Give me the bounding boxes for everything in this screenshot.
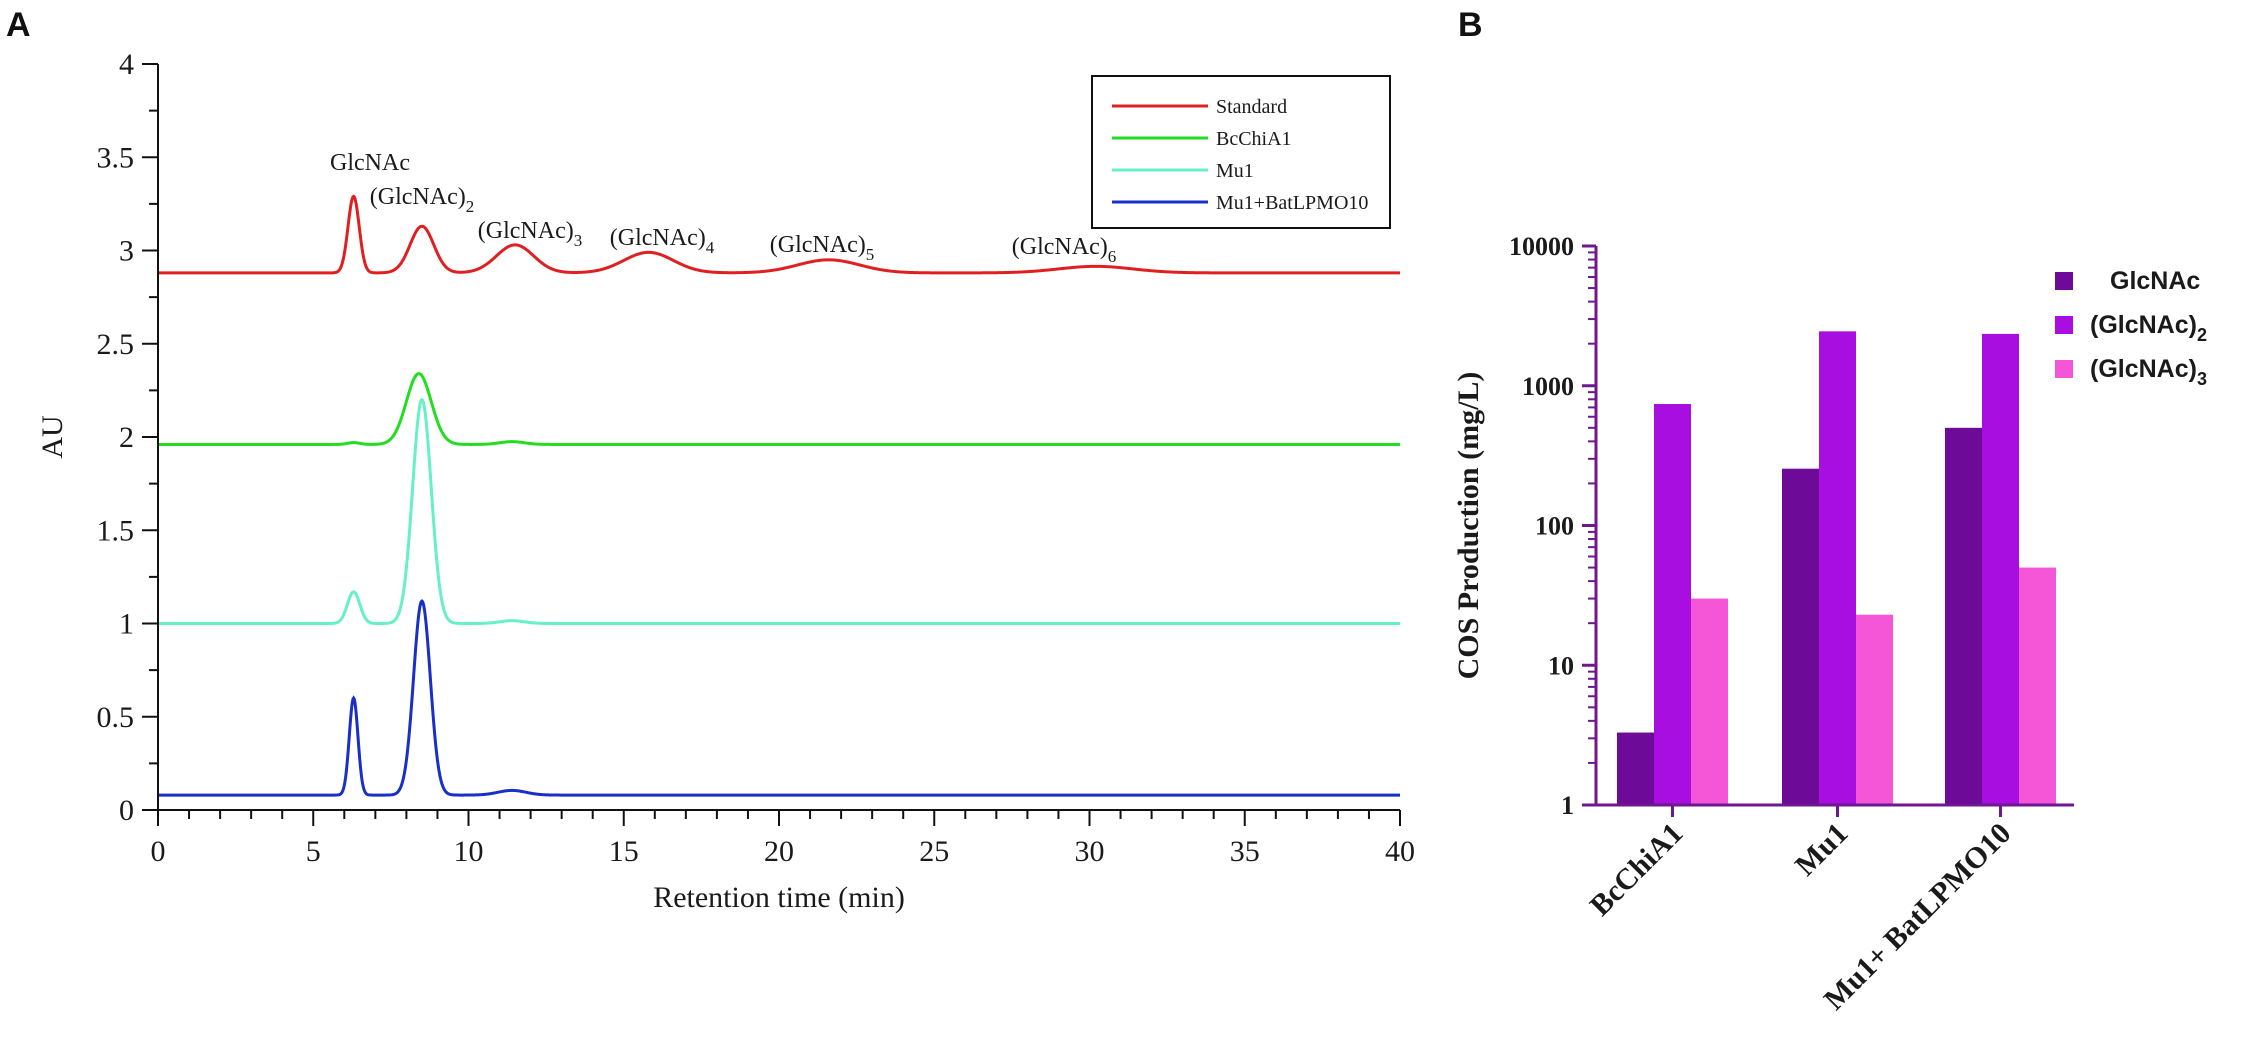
bar-0-1 bbox=[1654, 404, 1691, 805]
series-line-1 bbox=[158, 372, 1400, 446]
series-line-3 bbox=[158, 599, 1400, 797]
chromatogram-series-group bbox=[158, 194, 1400, 797]
chromatogram-chart: 0 5 10 15 20 25 30 35 40 0 0.5 1 1.5 2 2.5 3 3.5 4 Retent… bbox=[36, 48, 1415, 914]
bar-legend-label: (GlcNAc)3 bbox=[2090, 355, 2207, 389]
x-tick-label: 25 bbox=[919, 835, 949, 868]
panel-label-a: A bbox=[6, 6, 31, 44]
x-axis-label: Retention time (min) bbox=[653, 881, 905, 914]
x-tick-label: 35 bbox=[1230, 835, 1260, 868]
y-tick-label: 3.5 bbox=[97, 141, 135, 174]
bar-0-2 bbox=[1691, 598, 1728, 805]
chromatogram-axes: 0 5 10 15 20 25 30 35 40 0 0.5 1 1.5 2 2.5 3 3.5 4 bbox=[97, 48, 1416, 868]
bar-1-2 bbox=[1856, 614, 1893, 805]
peak-annotation: GlcNAc bbox=[330, 150, 410, 176]
bar-0-0 bbox=[1617, 732, 1654, 805]
bar-legend-label: (GlcNAc)2 bbox=[2090, 311, 2207, 345]
series-line-2 bbox=[158, 397, 1400, 625]
bar-2-2 bbox=[2019, 567, 2056, 805]
peak-annotation: (GlcNAc)4 bbox=[610, 225, 715, 257]
x-tick-label: 0 bbox=[151, 835, 166, 868]
y-axis-label: AU bbox=[36, 415, 69, 459]
bar-y-tick-label: 100 bbox=[1535, 512, 1574, 541]
bar-legend-swatch bbox=[2055, 316, 2073, 334]
panel-label-b: B bbox=[1458, 6, 1483, 44]
bar-group bbox=[1617, 331, 2056, 805]
bar-2-0 bbox=[1945, 427, 1982, 805]
x-tick-label: 20 bbox=[764, 835, 794, 868]
y-tick-label: 0 bbox=[119, 794, 134, 827]
x-tick-label: 30 bbox=[1075, 835, 1105, 868]
y-tick-label: 3 bbox=[119, 235, 134, 268]
peak-annotation: (GlcNAc)2 bbox=[370, 184, 474, 216]
bar-legend-label: GlcNAc bbox=[2110, 267, 2200, 295]
bar-y-axis-label: COS Production (mg/L) bbox=[1452, 372, 1485, 680]
x-tick-label: 5 bbox=[306, 835, 321, 868]
legend-label: Mu1 bbox=[1216, 160, 1254, 182]
bar-y-tick-label: 10000 bbox=[1509, 232, 1574, 261]
peak-annotation: (GlcNAc)6 bbox=[1012, 234, 1116, 266]
y-tick-label: 1 bbox=[119, 608, 134, 641]
peak-annotations: GlcNAc (GlcNAc)2(GlcNAc)3 (GlcNAc)4 (GlcNAc… bbox=[330, 150, 1116, 266]
peak-annotation: (GlcNAc)5 bbox=[770, 232, 874, 264]
series-line-0 bbox=[158, 194, 1400, 275]
bar-2-1 bbox=[1982, 333, 2019, 805]
bar-y-tick-label: 1000 bbox=[1522, 372, 1574, 401]
x-tick-label: 15 bbox=[609, 835, 639, 868]
y-tick-label: 2 bbox=[119, 421, 134, 454]
bar-category-label: Mu1 bbox=[1789, 817, 1855, 883]
chart-legend: Standard BcChiA1 Mu1 Mu1+BatLPMO10 bbox=[1091, 75, 1391, 229]
x-tick-label: 10 bbox=[454, 835, 484, 868]
bar-1-0 bbox=[1782, 468, 1819, 805]
bar-1-1 bbox=[1819, 331, 1856, 805]
bar-category-label: BcChiA1 bbox=[1584, 817, 1690, 923]
y-tick-label: 0.5 bbox=[97, 701, 135, 734]
legend-label: Standard bbox=[1216, 96, 1287, 118]
legend-label: Mu1+BatLPMO10 bbox=[1216, 192, 1368, 214]
bar-legend-swatch bbox=[2055, 272, 2073, 290]
bar-chart-legend: GlcNAc (GlcNAc)2 (GlcNAc)3 bbox=[2055, 267, 2207, 389]
y-tick-label: 2.5 bbox=[97, 328, 135, 361]
y-tick-label: 1.5 bbox=[97, 514, 135, 547]
peak-annotation: (GlcNAc)3 bbox=[478, 218, 582, 250]
bar-legend-swatch bbox=[2055, 360, 2073, 378]
bar-y-tick-label: 1 bbox=[1561, 791, 1574, 820]
y-tick-label: 4 bbox=[119, 48, 134, 81]
legend-label: BcChiA1 bbox=[1216, 128, 1292, 150]
x-tick-label: 40 bbox=[1385, 835, 1415, 868]
bar-y-tick-label: 10 bbox=[1548, 651, 1574, 680]
